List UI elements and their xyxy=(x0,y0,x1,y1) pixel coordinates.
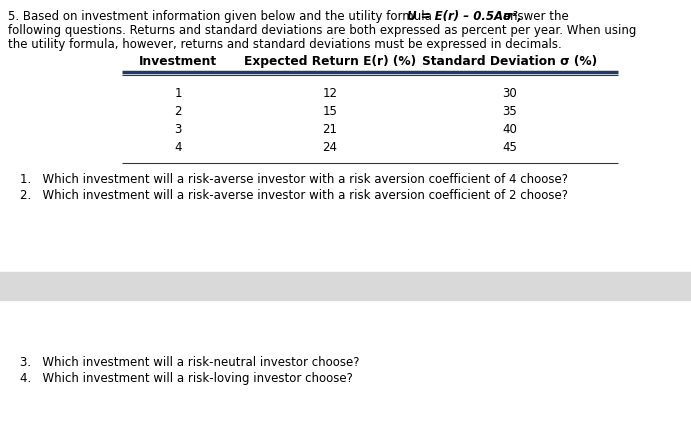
Text: U = E(r) – 0.5Aσ²,: U = E(r) – 0.5Aσ², xyxy=(407,10,522,23)
Text: 30: 30 xyxy=(502,87,518,100)
Text: 4: 4 xyxy=(174,141,182,154)
Text: 5. Based on investment information given below and the utility formula: 5. Based on investment information given… xyxy=(8,10,435,23)
Text: 1.   Which investment will a risk-averse investor with a risk aversion coefficie: 1. Which investment will a risk-averse i… xyxy=(20,173,568,186)
Text: 2.   Which investment will a risk-averse investor with a risk aversion coefficie: 2. Which investment will a risk-averse i… xyxy=(20,189,568,202)
Text: 21: 21 xyxy=(323,123,337,136)
Text: 12: 12 xyxy=(323,87,337,100)
Text: 2: 2 xyxy=(174,105,182,118)
Text: 1: 1 xyxy=(174,87,182,100)
Text: the utility formula, however, returns and standard deviations must be expressed : the utility formula, however, returns an… xyxy=(8,38,562,51)
Text: 3: 3 xyxy=(174,123,182,136)
Text: answer the: answer the xyxy=(499,10,569,23)
Text: Standard Deviation σ (%): Standard Deviation σ (%) xyxy=(422,55,598,68)
Text: 3.   Which investment will a risk-neutral investor choose?: 3. Which investment will a risk-neutral … xyxy=(20,356,359,369)
Text: 40: 40 xyxy=(502,123,518,136)
Text: following questions. Returns and standard deviations are both expressed as perce: following questions. Returns and standar… xyxy=(8,24,636,37)
Bar xyxy=(0,272,691,300)
Text: Investment: Investment xyxy=(139,55,217,68)
Text: 24: 24 xyxy=(323,141,337,154)
Text: 45: 45 xyxy=(502,141,518,154)
Text: Expected Return E(r) (%): Expected Return E(r) (%) xyxy=(244,55,416,68)
Text: 15: 15 xyxy=(323,105,337,118)
Text: 35: 35 xyxy=(502,105,518,118)
Text: 4.   Which investment will a risk-loving investor choose?: 4. Which investment will a risk-loving i… xyxy=(20,372,353,385)
